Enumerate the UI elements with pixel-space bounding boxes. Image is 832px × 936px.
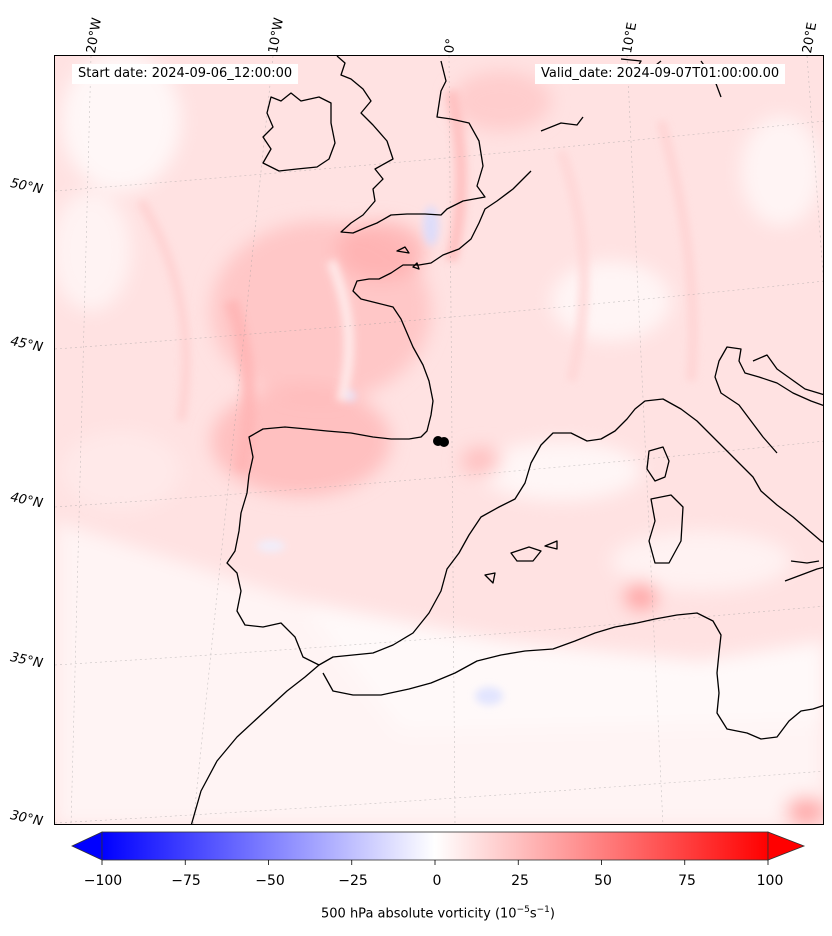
lon-label-0: 0°: [442, 37, 460, 55]
italy-east-coast: [714, 346, 823, 454]
colorbar-tick-marks: [101, 860, 769, 865]
channel-islands: [396, 246, 420, 270]
vorticity-field-patches: [55, 56, 823, 824]
colorbar-tick-label: −25: [338, 873, 368, 889]
colorbar-tick-label: 25: [511, 873, 529, 889]
colorbar: [71, 831, 806, 865]
sardinia: [648, 494, 684, 564]
colorbar-label-mid: s: [529, 906, 537, 922]
lon-label-10e: 10°E: [620, 21, 641, 55]
graticule: [55, 56, 823, 824]
colorbar-tick-label: −100: [83, 873, 123, 889]
lat-label-40n: 40°N: [8, 490, 45, 512]
map-panel: [54, 55, 824, 825]
balkan-coast: [752, 354, 823, 396]
lat-label-35n: 35°N: [8, 650, 45, 672]
lon-label-20w: 20°W: [84, 16, 106, 55]
colorbar-max-extend: [767, 831, 806, 861]
vorticity-streaks: [136, 89, 698, 705]
lat-label-50n: 50°N: [8, 176, 45, 198]
colorbar-tick-label: 75: [678, 873, 696, 889]
vorticity-map: [55, 56, 823, 824]
sicily: [784, 560, 823, 582]
start-date-label: Start date: 2024-09-06_12:00:00: [72, 64, 299, 84]
colorbar-tick-label: 100: [756, 873, 784, 889]
colorbar-tick-label: 0: [432, 873, 442, 889]
colorbar-label-end: ): [549, 906, 555, 922]
lat-label-30n: 30°N: [8, 808, 45, 830]
valid-date-label: Valid_date: 2024-09-07T01:00:00.00: [535, 64, 786, 84]
balearics: [484, 540, 558, 584]
corsica: [646, 446, 670, 482]
colorbar-label: 500 hPa absolute vorticity (10−5s−1): [0, 905, 832, 921]
europe-coast: [226, 170, 823, 666]
lon-label-20e: 20°E: [800, 21, 821, 55]
colorbar-tick-label: 50: [594, 873, 612, 889]
colorbar-min-extend: [71, 831, 103, 861]
colorbar-label-exp2: −1: [536, 905, 550, 915]
colorbar-gradient: [101, 831, 769, 861]
colorbar-tick-label: −50: [255, 873, 285, 889]
lon-label-10w: 10°W: [266, 16, 288, 55]
colorbar-label-main: 500 hPa absolute vorticity (10: [321, 906, 517, 922]
ireland-coast: [262, 92, 336, 172]
colorbar-tick-label: −75: [171, 873, 201, 889]
colorbar-label-exp1: −5: [516, 905, 530, 915]
lat-label-45n: 45°N: [8, 334, 45, 356]
location-marker: [433, 436, 449, 447]
africa-coast: [190, 612, 823, 824]
great-britain-coast: [336, 56, 486, 234]
